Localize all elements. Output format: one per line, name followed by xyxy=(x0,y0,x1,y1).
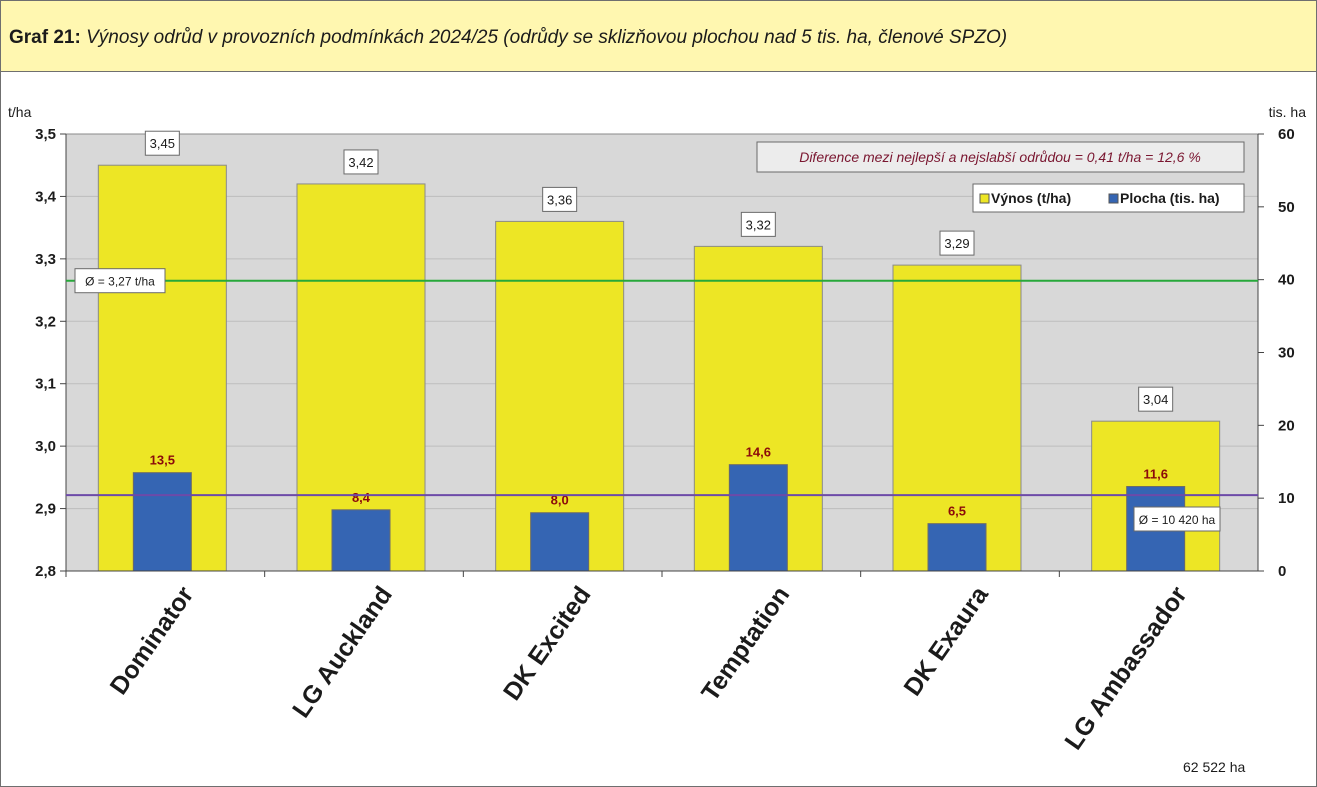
bar-area xyxy=(132,472,192,572)
average-yield-label-box xyxy=(74,268,166,294)
bar-area-label: 8,0 xyxy=(551,493,569,508)
total-area-label: 62 522 ha xyxy=(1183,759,1245,775)
bar-yield xyxy=(296,183,426,572)
chart-title: Graf 21: Výnosy odrůd v provozních podmí… xyxy=(9,27,1007,49)
left-axis-unit: t/ha xyxy=(8,104,32,120)
chart-number-label: Graf 21: xyxy=(9,27,81,48)
right-axis-tick-label: 50 xyxy=(1278,199,1295,216)
bar-area-label: 14,6 xyxy=(746,445,771,460)
legend-label-area: Plocha (tis. ha) xyxy=(1120,190,1220,206)
bar-yield-label-box xyxy=(542,186,578,212)
bar-area xyxy=(331,509,391,572)
left-axis-tick-label: 3,0 xyxy=(35,438,56,455)
bar-area xyxy=(728,464,788,572)
bar-area-label: 6,5 xyxy=(948,504,966,519)
right-axis-tick-label: 30 xyxy=(1278,345,1295,362)
bar-yield-label-box xyxy=(939,230,975,256)
bar-yield-label: 3,04 xyxy=(1143,392,1168,407)
left-axis-tick-label: 3,1 xyxy=(35,376,56,393)
bar-area-label: 13,5 xyxy=(150,453,175,468)
category-label: LG Auckland xyxy=(287,581,398,723)
legend-swatch-area xyxy=(1108,193,1119,204)
legend-swatch-yield xyxy=(979,193,990,204)
bar-yield-label-box xyxy=(740,211,776,237)
bar-area xyxy=(530,512,590,572)
bar-yield-label-box xyxy=(1138,386,1174,412)
bar-area-label: 11,6 xyxy=(1143,467,1168,482)
left-axis-tick-label: 3,3 xyxy=(35,251,56,268)
category-label: DK Excited xyxy=(498,581,597,705)
average-area-label-box xyxy=(1133,506,1221,532)
average-area-label: Ø = 10 420 ha xyxy=(1139,513,1216,527)
bar-yield-label: 3,29 xyxy=(944,236,969,251)
average-yield-label: Ø = 3,27 t/ha xyxy=(85,275,155,289)
chart-title-text: Výnosy odrůd v provozních podmínkách 202… xyxy=(86,27,1008,48)
right-axis-tick-label: 40 xyxy=(1278,272,1295,289)
bar-area xyxy=(927,523,987,572)
bar-yield-label-box xyxy=(343,149,379,175)
left-axis-tick-label: 2,9 xyxy=(35,501,56,518)
category-label: DK Exaura xyxy=(898,580,994,701)
bar-yield-label: 3,32 xyxy=(746,217,771,232)
category-label: Temptation xyxy=(696,581,795,706)
bar-yield-label-box xyxy=(144,130,180,156)
right-axis-tick-label: 60 xyxy=(1278,126,1295,143)
bar-area-label: 8,4 xyxy=(352,490,371,505)
category-label: Dominator xyxy=(105,581,200,700)
difference-note: Diference mezi nejlepší a nejslabší odrů… xyxy=(799,149,1201,165)
right-axis-tick-label: 10 xyxy=(1278,490,1295,507)
right-axis-tick-label: 0 xyxy=(1278,563,1286,580)
left-axis-tick-label: 3,4 xyxy=(35,188,57,205)
legend-label-yield: Výnos (t/ha) xyxy=(991,190,1071,206)
bar-yield-label: 3,42 xyxy=(348,155,373,170)
bar-yield xyxy=(892,264,1022,572)
bar-yield-label: 3,36 xyxy=(547,192,572,207)
bar-yield-label: 3,45 xyxy=(150,136,175,151)
category-label: LG Ambassador xyxy=(1059,581,1192,755)
difference-note-box xyxy=(756,141,1245,173)
chart-header: Graf 21: Výnosy odrůd v provozních podmí… xyxy=(1,1,1316,72)
left-axis-tick-label: 3,5 xyxy=(35,126,56,143)
right-axis-tick-label: 20 xyxy=(1278,417,1295,434)
left-axis-tick-label: 2,8 xyxy=(35,563,56,580)
left-axis-tick-label: 3,2 xyxy=(35,313,56,330)
right-axis-unit: tis. ha xyxy=(1269,104,1307,120)
